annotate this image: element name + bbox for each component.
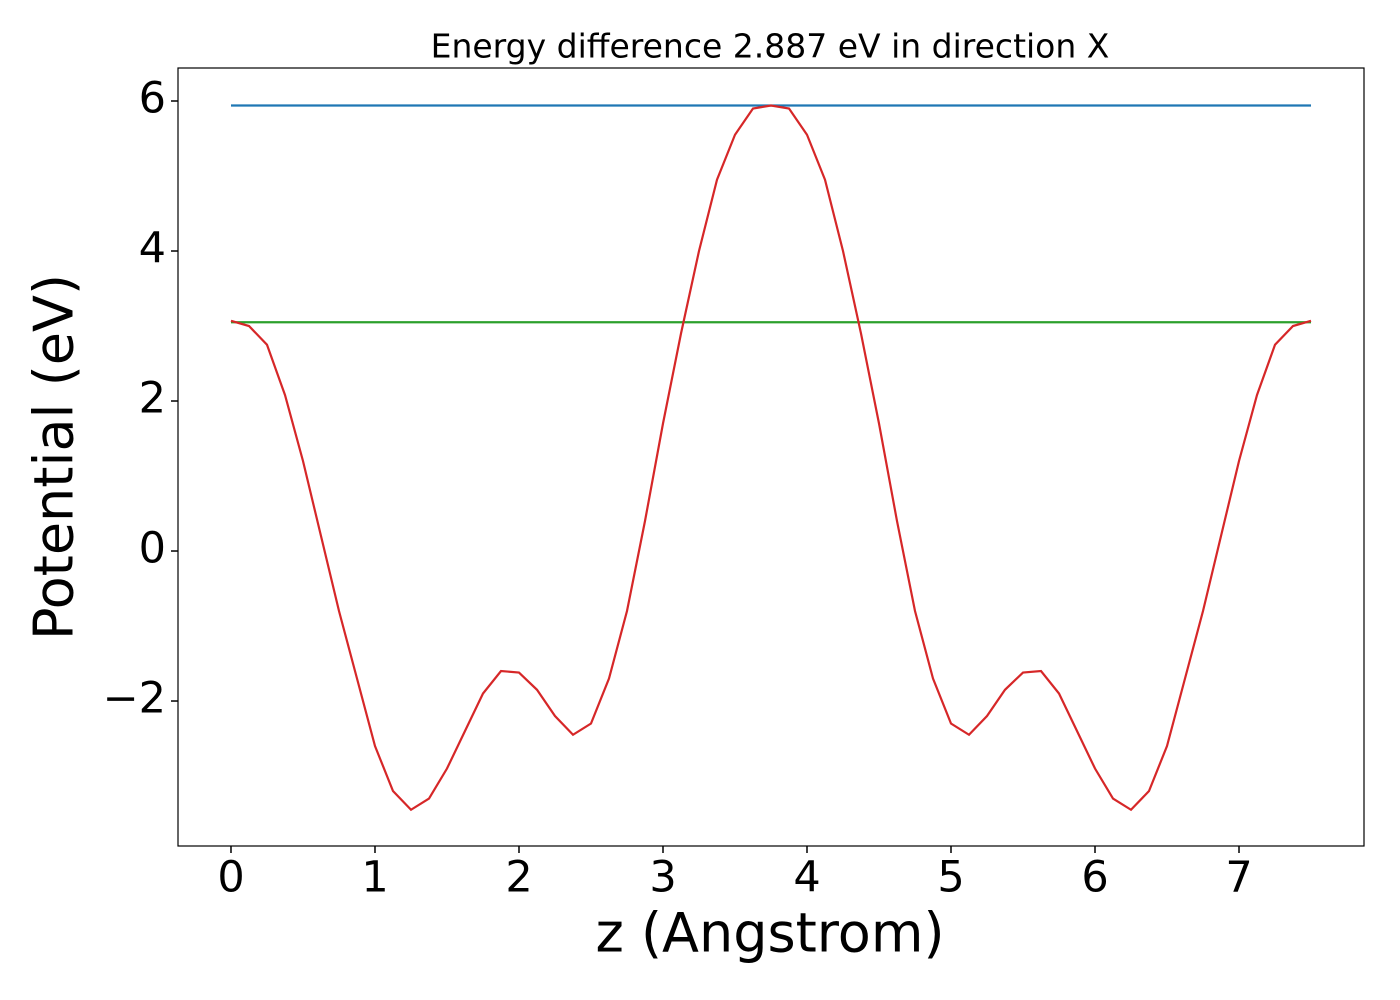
y-tick-label: 4 (139, 224, 166, 274)
x-tick-label: 4 (793, 853, 820, 903)
y-tick-label: −2 (103, 674, 166, 724)
y-tick-label: 0 (139, 524, 166, 574)
y-axis-label: Potential (eV) (23, 274, 86, 640)
line-series (230, 104, 1312, 812)
x-tick-label: 7 (1225, 853, 1252, 903)
x-tick-label: 6 (1081, 853, 1108, 903)
y-tick-label: 2 (139, 374, 166, 424)
plot-frame (177, 67, 1365, 847)
x-tick-label: 2 (505, 853, 532, 903)
y-tick-label: 6 (139, 74, 166, 124)
x-axis-label: z (Angstrom) (595, 902, 944, 965)
x-tick-label: 0 (217, 853, 244, 903)
chart-title: Energy difference 2.887 eV in direction … (431, 27, 1110, 66)
x-tick-label: 5 (937, 853, 964, 903)
x-tick-label: 1 (361, 853, 388, 903)
x-tick-label: 3 (649, 853, 676, 903)
